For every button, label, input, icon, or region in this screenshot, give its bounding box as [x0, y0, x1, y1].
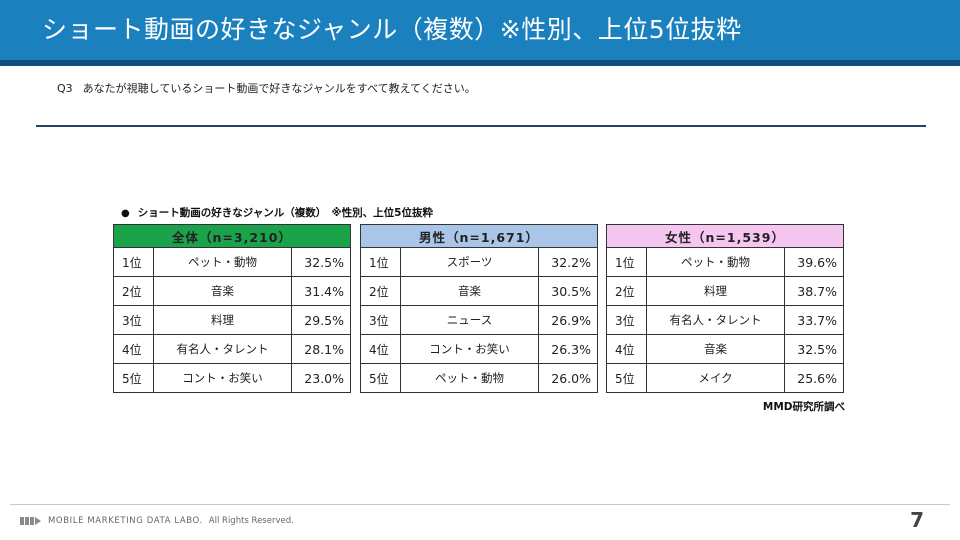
table-caption-text: ショート動画の好きなジャンル（複数） ※性別、上位5位抜粋 [137, 207, 433, 219]
table-row: 5位 ペット・動物 26.0% [360, 363, 598, 393]
percent-cell: 38.7% [784, 276, 844, 306]
rank-cell: 1位 [606, 247, 647, 277]
genre-cell: ニュース [400, 305, 539, 335]
percent-cell: 32.2% [538, 247, 598, 277]
ranking-table-female: 女性（n=1,539） 1位 ペット・動物 39.6% 2位 料理 38.7% 3位 有名人・… [606, 224, 844, 393]
percent-cell: 31.4% [291, 276, 351, 306]
table-row: 4位 コント・お笑い 26.3% [360, 334, 598, 364]
table-row: 5位 コント・お笑い 23.0% [113, 363, 351, 393]
rank-cell: 1位 [360, 247, 401, 277]
table-body: 1位 スポーツ 32.2% 2位 音楽 30.5% 3位 ニュース 26.9% 4位 コント・お笑い… [360, 247, 598, 393]
percent-cell: 26.3% [538, 334, 598, 364]
table-caption: ● ショート動画の好きなジャンル（複数） ※性別、上位5位抜粋 [121, 205, 433, 220]
genre-cell: スポーツ [400, 247, 539, 277]
percent-cell: 26.9% [538, 305, 598, 335]
percent-cell: 28.1% [291, 334, 351, 364]
table-row: 4位 有名人・タレント 28.1% [113, 334, 351, 364]
rank-cell: 2位 [360, 276, 401, 306]
percent-cell: 23.0% [291, 363, 351, 393]
footer-rights: All Rights Reserved. [208, 516, 294, 526]
rank-cell: 5位 [360, 363, 401, 393]
question-number: Q3 [57, 82, 73, 95]
question-text: あなたが視聴しているショート動画で好きなジャンルをすべて教えてください。 [82, 82, 476, 95]
rank-cell: 3位 [360, 305, 401, 335]
table-row: 1位 ペット・動物 32.5% [113, 247, 351, 277]
rank-cell: 5位 [606, 363, 647, 393]
title-bar: ショート動画の好きなジャンル（複数）※性別、上位5位抜粋 [0, 0, 960, 60]
rank-cell: 4位 [113, 334, 154, 364]
table-body: 1位 ペット・動物 32.5% 2位 音楽 31.4% 3位 料理 29.5% 4位 有名人・タレン… [113, 247, 351, 393]
percent-cell: 26.0% [538, 363, 598, 393]
percent-cell: 33.7% [784, 305, 844, 335]
question-line: Q3 あなたが視聴しているショート動画で好きなジャンルをすべて教えてください。 [57, 80, 476, 96]
percent-cell: 30.5% [538, 276, 598, 306]
percent-cell: 32.5% [291, 247, 351, 277]
ranking-table-male: 男性（n=1,671） 1位 スポーツ 32.2% 2位 音楽 30.5% 3位 ニュース 26… [360, 224, 598, 393]
table-row: 4位 音楽 32.5% [606, 334, 844, 364]
genre-cell: ペット・動物 [400, 363, 539, 393]
table-row: 2位 音楽 30.5% [360, 276, 598, 306]
percent-cell: 25.6% [784, 363, 844, 393]
ranking-table-all: 全体（n=3,210） 1位 ペット・動物 32.5% 2位 音楽 31.4% 3位 料理 29… [113, 224, 351, 393]
page-number: 7 [910, 508, 924, 532]
genre-cell: 有名人・タレント [646, 305, 785, 335]
genre-cell: 音楽 [400, 276, 539, 306]
table-header-male: 男性（n=1,671） [360, 224, 598, 248]
percent-cell: 39.6% [784, 247, 844, 277]
footer-divider [10, 504, 950, 505]
genre-cell: 料理 [646, 276, 785, 306]
rank-cell: 3位 [606, 305, 647, 335]
bullet-icon: ● [121, 208, 130, 219]
table-row: 1位 ペット・動物 39.6% [606, 247, 844, 277]
rank-cell: 3位 [113, 305, 154, 335]
source-credit: MMD研究所調べ [762, 401, 845, 413]
genre-cell: コント・お笑い [400, 334, 539, 364]
genre-cell: ペット・動物 [646, 247, 785, 277]
genre-cell: メイク [646, 363, 785, 393]
section-divider [36, 125, 926, 127]
table-row: 3位 有名人・タレント 33.7% [606, 305, 844, 335]
rank-cell: 2位 [113, 276, 154, 306]
genre-cell: 料理 [153, 305, 292, 335]
rank-cell: 1位 [113, 247, 154, 277]
genre-cell: 有名人・タレント [153, 334, 292, 364]
table-row: 5位 メイク 25.6% [606, 363, 844, 393]
genre-cell: 音楽 [153, 276, 292, 306]
rank-cell: 5位 [113, 363, 154, 393]
table-header-female: 女性（n=1,539） [606, 224, 844, 248]
genre-cell: 音楽 [646, 334, 785, 364]
table-row: 3位 料理 29.5% [113, 305, 351, 335]
rank-cell: 4位 [606, 334, 647, 364]
table-row: 2位 音楽 31.4% [113, 276, 351, 306]
table-header-all: 全体（n=3,210） [113, 224, 351, 248]
percent-cell: 32.5% [784, 334, 844, 364]
footer-brand: MOBILE MARKETING DATA LABO. [48, 516, 203, 526]
table-body: 1位 ペット・動物 39.6% 2位 料理 38.7% 3位 有名人・タレント 33.7% 4位音… [606, 247, 844, 393]
rank-cell: 2位 [606, 276, 647, 306]
title-bar-stripe [0, 60, 960, 66]
mmd-logo-icon [20, 516, 42, 526]
footer: MOBILE MARKETING DATA LABO. All Rights R… [20, 516, 294, 526]
percent-cell: 29.5% [291, 305, 351, 335]
page-title: ショート動画の好きなジャンル（複数）※性別、上位5位抜粋 [42, 15, 742, 44]
table-row: 1位 スポーツ 32.2% [360, 247, 598, 277]
genre-cell: コント・お笑い [153, 363, 292, 393]
table-row: 2位 料理 38.7% [606, 276, 844, 306]
table-row: 3位 ニュース 26.9% [360, 305, 598, 335]
genre-cell: ペット・動物 [153, 247, 292, 277]
rank-cell: 4位 [360, 334, 401, 364]
